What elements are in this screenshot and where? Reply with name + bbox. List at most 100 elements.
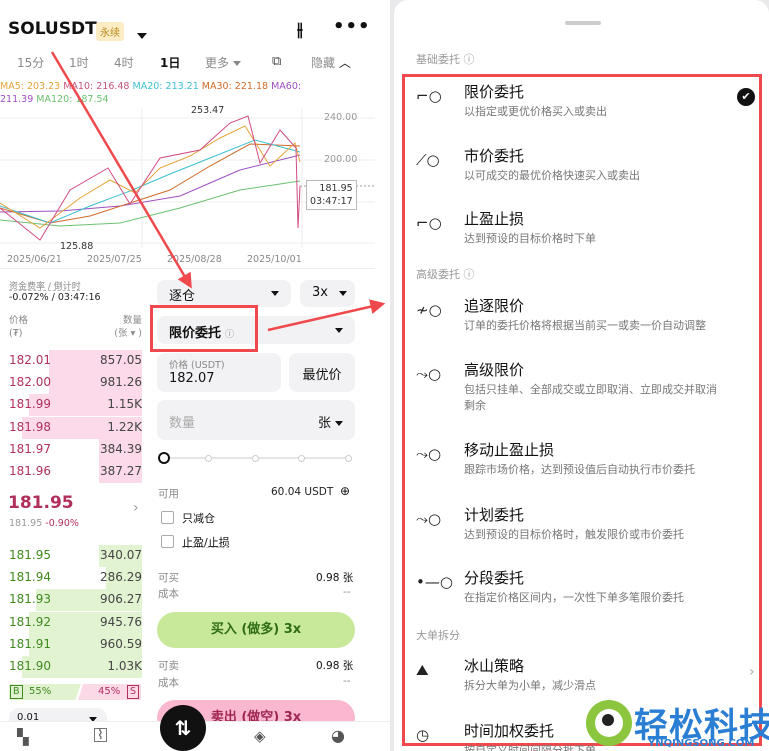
buy-ratio-bar — [9, 684, 81, 700]
bid-price[interactable]: 181.95 — [9, 548, 51, 562]
ask-quantity: 387.27 — [100, 464, 142, 478]
cost-value-2: -- — [343, 675, 351, 687]
slider-handle[interactable] — [158, 452, 170, 464]
symbol-title[interactable]: SOLUSDT — [8, 19, 97, 39]
info-icon: ⓘ — [463, 53, 475, 66]
chart-low-label: 125.88 — [60, 241, 94, 252]
last-price[interactable]: 181.95 — [8, 493, 74, 513]
divider — [0, 268, 375, 269]
slider-step[interactable] — [298, 455, 305, 462]
chart-settings-icon[interactable]: ⧉ — [272, 54, 282, 69]
order-type-title: 冰山策略 — [464, 657, 525, 675]
tab-15m[interactable]: 15分 — [17, 56, 45, 70]
tab-4h[interactable]: 4时 — [114, 56, 134, 70]
limit-order-icon: ⌐○ — [416, 87, 442, 105]
bid-price[interactable]: 181.91 — [9, 636, 51, 651]
ma30: MA30: 221.18 — [201, 81, 269, 92]
slider-step[interactable] — [205, 455, 212, 462]
candle-chart-icon[interactable]: ⫲ — [297, 19, 303, 40]
mark-price-value: 181.95 — [9, 518, 43, 529]
price-input[interactable]: 价格 (USDT) 182.07 — [157, 353, 281, 392]
tab-more[interactable]: 更多 — [205, 54, 242, 71]
tab-1d[interactable]: 1日 — [160, 56, 181, 70]
symbol-dropdown-icon[interactable] — [133, 25, 147, 44]
bid-price[interactable]: 181.92 — [9, 614, 51, 629]
tab-1h[interactable]: 1时 — [69, 56, 89, 70]
markets-icon[interactable]: ▚ — [17, 728, 29, 746]
chevron-right-icon[interactable]: › — [133, 500, 139, 516]
bid-price[interactable]: 181.93 — [9, 592, 51, 607]
ma5: MA5: 203.23 — [0, 81, 61, 92]
slider-step[interactable] — [252, 455, 259, 462]
price-tag-value: 181.95 — [319, 183, 353, 194]
slider-step[interactable] — [345, 455, 352, 462]
chart-icon[interactable]: ⌇ — [94, 728, 107, 742]
ask-price[interactable]: 181.98 — [9, 419, 51, 434]
advanced-limit-icon: ⤳○ — [416, 365, 442, 383]
price-change: -0.90% — [45, 518, 79, 529]
available-value: 60.04 USDT — [271, 486, 334, 498]
bid-quantity: 960.59 — [100, 636, 142, 651]
section-basic: 基础委托 ⓘ — [416, 51, 475, 67]
assets-icon[interactable]: ◕ — [331, 726, 345, 745]
sheet-handle[interactable] — [565, 21, 601, 25]
ma60-value: 211.39 — [0, 94, 34, 105]
ask-price[interactable]: 182.00 — [9, 375, 51, 390]
price-chart[interactable] — [0, 78, 375, 258]
quantity-input[interactable]: 数量 张 — [157, 400, 355, 440]
bid-quantity: 340.07 — [100, 548, 142, 562]
margin-mode-value: 逐仓 — [169, 289, 196, 304]
hide-chart-toggle[interactable]: 隐藏 ︿ — [311, 54, 351, 71]
margin-mode-select[interactable]: 逐仓 — [157, 280, 291, 307]
x-tick: 2025/07/25 — [87, 254, 142, 265]
order-type-desc: 在指定价格区间内，一次性下单多笔限价委托 — [464, 591, 684, 604]
cost-label-2: 成本 — [158, 677, 179, 689]
trailing-stop-icon: ⤳○ — [416, 445, 442, 463]
quantity-unit-select[interactable]: 张 — [318, 412, 343, 431]
best-price-button[interactable]: 最优价 — [289, 353, 355, 392]
qty-column-header[interactable]: 数量 (张 ▾ ) — [100, 314, 142, 340]
depth-bar — [22, 656, 142, 678]
funding-label[interactable]: 资金费率 / 倒计时 — [9, 282, 81, 292]
trade-icon[interactable]: ⇅ — [160, 705, 206, 751]
bid-quantity: 286.29 — [100, 570, 142, 585]
qty-header: 数量 — [122, 315, 142, 326]
price-header: 价格 — [9, 315, 29, 326]
order-type-title: 高级限价 — [464, 361, 525, 379]
ask-price[interactable]: 181.97 — [9, 441, 51, 456]
price-unit: (₮) — [9, 328, 23, 339]
more-icon[interactable]: ••• — [333, 16, 371, 37]
ma60: MA60: — [271, 81, 302, 92]
depth-bar — [22, 416, 142, 439]
ask-price[interactable]: 181.99 — [9, 397, 51, 412]
sell-badge: S — [127, 685, 140, 699]
precision-value: 0.01 — [17, 712, 40, 723]
ask-price[interactable]: 181.96 — [9, 464, 51, 478]
ask-quantity: 384.39 — [100, 441, 142, 456]
selected-check-icon: ✔ — [737, 88, 755, 106]
section-basic-title: 基础委托 — [416, 53, 460, 66]
order-type-desc: 包括只挂单、全部成交或立即取消、立即成交并取消 — [464, 383, 717, 396]
leverage-select[interactable]: 3x — [300, 280, 355, 307]
discover-icon[interactable]: ◈ — [254, 727, 266, 745]
order-type-desc: 以可成交的最优价格快速买入或卖出 — [464, 169, 640, 182]
y-tick: 200.00 — [324, 154, 358, 165]
chart-high-label: 253.47 — [191, 105, 225, 116]
mark-price: 181.95 -0.90% — [9, 518, 79, 529]
transfer-plus-icon[interactable]: ⊕ — [340, 484, 351, 498]
tp-sl-checkbox[interactable] — [161, 535, 174, 548]
ask-price[interactable]: 182.01 — [9, 353, 51, 367]
buy-long-button[interactable]: 买入 (做多) 3x — [157, 612, 355, 648]
section-advanced-title: 高级委托 — [416, 268, 460, 281]
bid-quantity: 906.27 — [100, 592, 142, 607]
leverage-value: 3x — [312, 285, 328, 300]
funding-value: -0.072% / 03:47:16 — [9, 292, 101, 303]
price-input-value: 182.07 — [169, 371, 215, 386]
bid-price[interactable]: 181.90 — [9, 659, 51, 673]
watermark-logo — [586, 700, 632, 746]
bid-price[interactable]: 181.94 — [9, 570, 51, 585]
x-tick: 2025/06/21 — [7, 254, 62, 265]
reduce-only-checkbox[interactable] — [161, 511, 174, 524]
chevron-right-icon[interactable]: › — [749, 664, 755, 680]
quantity-unit: 张 — [317, 416, 331, 431]
